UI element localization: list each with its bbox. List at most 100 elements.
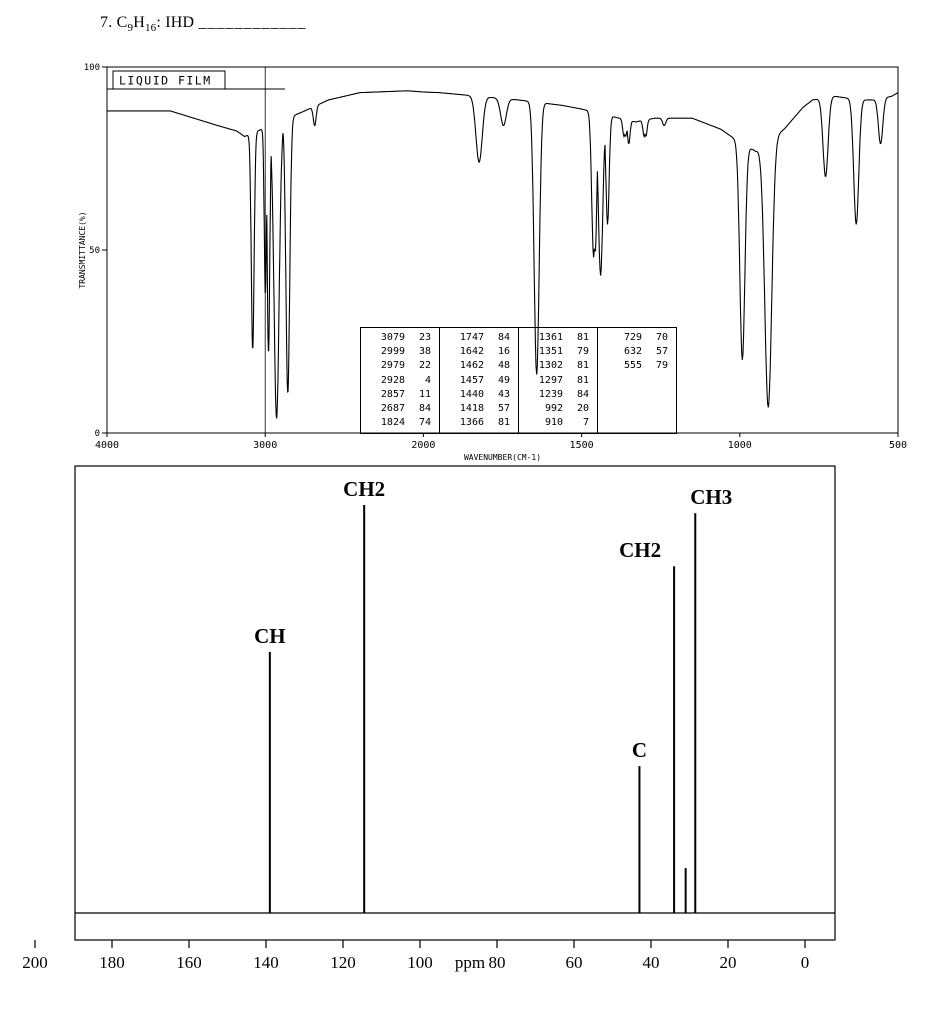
nmr-spectrum-plot: 200 180 160 140 120 100 80 60 40 20 0ppmCHCH2CCH2C… xyxy=(22,465,836,972)
ir-peak-table-row: 910 7 xyxy=(527,416,589,430)
ir-xtick-label: 1500 xyxy=(570,440,594,451)
ir-peak-table-row: 1462 48 xyxy=(448,359,510,373)
nmr-xtick-label: 200 xyxy=(22,953,48,972)
ir-ylabel: TRANSMITTANCE(%) xyxy=(78,211,87,288)
peak-wavenumber: 1366 xyxy=(459,417,484,429)
peak-wavenumber: 992 xyxy=(544,403,563,415)
peak-wavenumber: 1418 xyxy=(459,403,484,415)
peak-transmittance: 57 xyxy=(497,403,510,415)
ir-peak-table-row: 1824 74 xyxy=(369,416,431,430)
nmr-spectrum-panel: 200 180 160 140 120 100 80 60 40 20 0 ppm CH CH2 C CH2 C… xyxy=(15,458,870,993)
peak-wavenumber: 1747 xyxy=(459,332,484,343)
ir-peak-table-row: 2999 38 xyxy=(369,345,431,359)
ir-xtick-label: 1000 xyxy=(728,440,752,451)
ir-ytick-label: 0 xyxy=(95,429,100,439)
peak-wavenumber: 910 xyxy=(544,417,563,429)
nmr-peak-label: CH3 xyxy=(690,485,732,509)
formula-h: H xyxy=(133,14,145,31)
ir-peak-table-row: 2928 4 xyxy=(369,374,431,388)
ir-peak-table-row: 1747 84 xyxy=(448,331,510,345)
peak-wavenumber: 729 xyxy=(623,332,642,343)
ir-peak-table-row: 3079 23 xyxy=(369,331,431,345)
liquid-film-label: LIQUID FILM xyxy=(119,74,212,88)
nmr-peak-label: CH2 xyxy=(619,538,661,562)
ir-peak-table-row: 1361 81 xyxy=(527,331,589,345)
peak-transmittance: 57 xyxy=(655,346,668,358)
formula-c-sub: 9 xyxy=(127,22,134,35)
ir-peak-table-column: 3079 23 2999 38 2979 22 2928 4 2857 11 2687 84 1824 7… xyxy=(361,328,439,433)
ir-peak-table-row: 1366 81 xyxy=(448,416,510,430)
ir-peak-table-row: 1351 79 xyxy=(527,345,589,359)
ir-peak-table-row: 729 70 xyxy=(606,331,668,345)
ir-peak-table-row: 1418 57 xyxy=(448,402,510,416)
peak-transmittance: 84 xyxy=(418,403,431,415)
nmr-xtick-label: 60 xyxy=(566,953,583,972)
ir-peak-table-row: 1239 84 xyxy=(527,388,589,402)
ir-peak-table-row: 1440 43 xyxy=(448,388,510,402)
peak-wavenumber: 2687 xyxy=(380,403,405,415)
ir-xtick-label: 4000 xyxy=(95,440,119,451)
peak-transmittance: 23 xyxy=(418,332,431,343)
ir-peak-table-row: 632 57 xyxy=(606,345,668,359)
ir-peak-table-column: 729 70 632 57 555 79 xyxy=(597,328,676,434)
peak-transmittance: 84 xyxy=(576,388,589,400)
peak-wavenumber: 1457 xyxy=(459,374,484,386)
nmr-ppm-label: ppm xyxy=(455,953,485,972)
peak-transmittance: 38 xyxy=(418,346,431,358)
ir-peak-table-row: 2857 11 xyxy=(369,388,431,402)
formula-colon: : xyxy=(156,14,162,31)
ir-peak-table-row: 1642 16 xyxy=(448,345,510,359)
peak-wavenumber: 1462 xyxy=(459,360,484,372)
peak-transmittance: 22 xyxy=(418,360,431,372)
ir-peak-table-row: 1297 81 xyxy=(527,374,589,388)
peak-wavenumber: 2857 xyxy=(380,388,405,400)
peak-wavenumber: 3079 xyxy=(380,332,405,343)
ihd-label: IHD xyxy=(165,14,195,31)
ir-xtick-label: 3000 xyxy=(253,440,277,451)
peak-wavenumber: 1351 xyxy=(538,346,563,358)
peak-wavenumber: 1824 xyxy=(380,417,405,429)
peak-transmittance: 20 xyxy=(576,403,589,415)
nmr-xtick-label: 120 xyxy=(330,953,356,972)
ir-peak-table: 3079 23 2999 38 2979 22 2928 4 2857 11 2687 84 1824 7… xyxy=(360,327,677,435)
peak-wavenumber: 1302 xyxy=(538,360,563,372)
ir-spectrum-panel: 0 50 100 4000 3000 2000 1500 1000 500 WAVENUMBER(… xyxy=(55,55,920,467)
peak-transmittance: 74 xyxy=(418,417,431,429)
peak-transmittance: 43 xyxy=(497,388,510,400)
nmr-xtick-label: 80 xyxy=(489,953,506,972)
nmr-peak-label: CH2 xyxy=(343,477,385,501)
problem-number: 7. xyxy=(100,14,113,31)
peak-wavenumber: 2928 xyxy=(380,374,405,386)
peak-transmittance: 81 xyxy=(576,374,589,386)
ir-xtick-label: 500 xyxy=(889,440,907,451)
peak-transmittance: 48 xyxy=(497,360,510,372)
molecular-formula: C9H16: xyxy=(116,14,162,35)
nmr-xtick-label: 40 xyxy=(643,953,660,972)
formula-h-sub: 16 xyxy=(144,22,157,35)
nmr-xtick-label: 140 xyxy=(253,953,279,972)
peak-wavenumber: 1440 xyxy=(459,388,484,400)
ir-ytick-label: 50 xyxy=(89,246,100,256)
ir-peak-table-row: 1457 49 xyxy=(448,374,510,388)
formula-c: C xyxy=(116,14,128,31)
nmr-plot-border xyxy=(74,465,836,941)
ir-peak-table-row: 2687 84 xyxy=(369,402,431,416)
ir-spectrum-plot: 0 50 100 4000 3000 2000 1500 1000 500 WAVENUMBER(… xyxy=(78,63,907,462)
nmr-xtick-label: 100 xyxy=(407,953,433,972)
peak-transmittance: 7 xyxy=(582,417,589,429)
nmr-peak-label: CH xyxy=(254,624,286,648)
ir-peak-table-column: 1361 81 1351 79 1302 81 1297 81 1239 84 992 20 910 7 xyxy=(518,328,597,434)
peak-wavenumber: 1239 xyxy=(538,388,563,400)
peak-transmittance: 4 xyxy=(424,374,431,386)
ir-peak-table-row: 555 79 xyxy=(606,359,668,373)
peak-wavenumber: 632 xyxy=(623,346,642,358)
ir-xtick-label: 2000 xyxy=(411,440,435,451)
ir-peak-table-row: 992 20 xyxy=(527,402,589,416)
peak-wavenumber: 1361 xyxy=(538,332,563,343)
peak-wavenumber: 1642 xyxy=(459,346,484,358)
peak-transmittance: 70 xyxy=(655,332,668,343)
ir-ytick-label: 100 xyxy=(84,63,100,73)
peak-transmittance: 84 xyxy=(497,332,510,343)
nmr-xtick-label: 160 xyxy=(176,953,202,972)
